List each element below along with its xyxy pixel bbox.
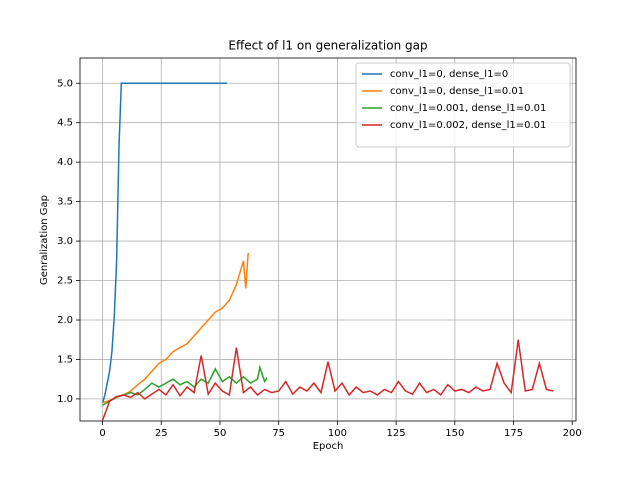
data-line [101,82,228,404]
x-tick-label: 100 [328,428,347,439]
y-tick-label: 4.5 [57,118,73,129]
x-tick-label: 50 [214,428,227,439]
chart-title: Effect of l1 on generalization gap [228,39,427,53]
data-line [101,339,554,421]
x-tick-label: 0 [99,428,105,439]
x-tick-label: 150 [445,428,464,439]
y-tick-label: 1.0 [57,394,73,405]
legend-label: conv_l1=0.001, dense_l1=0.01 [390,103,546,114]
y-tick-label: 5.0 [57,78,73,89]
legend-box [355,62,571,148]
y-tick-label: 2.0 [57,315,73,326]
y-axis-label: Genralization Gap [39,195,50,285]
x-tick-label: 75 [272,428,285,439]
x-tick-label: 175 [504,428,523,439]
y-tick-label: 3.0 [57,236,73,247]
x-axis-label: Epoch [313,441,344,452]
data-line [102,252,249,404]
legend-label: conv_l1=0.002, dense_l1=0.01 [390,120,546,131]
x-tick-label: 25 [155,428,168,439]
y-tick-label: 2.5 [57,276,73,287]
y-tick-label: 3.5 [57,197,73,208]
legend-label: conv_l1=0, dense_l1=0.01 [390,86,524,97]
y-tick-label: 1.5 [57,354,73,365]
plot-frame [79,57,577,422]
x-tick-label: 125 [387,428,406,439]
data-line [102,364,268,406]
legend-label: conv_l1=0, dense_l1=0 [390,69,508,80]
y-tick-label: 4.0 [57,157,73,168]
x-tick-label: 200 [563,428,582,439]
